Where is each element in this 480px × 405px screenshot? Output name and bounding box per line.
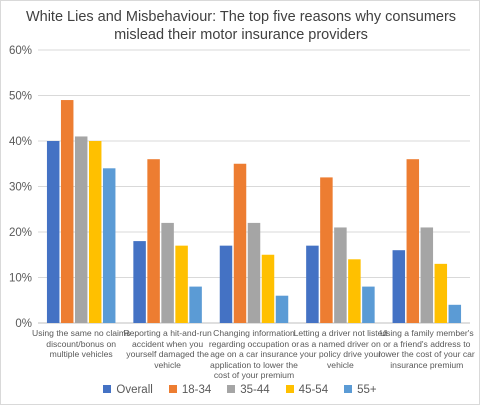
category-label-line: regarding occupation or bbox=[208, 338, 300, 349]
category-label: Changing information regarding occupation… bbox=[193, 328, 315, 381]
legend-item: 18-34 bbox=[168, 384, 212, 396]
bar-45-54 bbox=[88, 141, 102, 323]
bar-45-54 bbox=[434, 263, 448, 323]
bar-18-34 bbox=[147, 159, 160, 323]
legend-swatch bbox=[103, 385, 112, 393]
chart-title-line-2: mislead their motor insurance providers bbox=[114, 27, 368, 43]
legend-item: 55+ bbox=[344, 384, 377, 396]
category-label-line: Changing information bbox=[213, 328, 295, 338]
legend: Overall 18-34 35-44 45-54 55+ bbox=[0, 384, 480, 396]
bar-35-44 bbox=[74, 136, 88, 323]
legend-label: 35-44 bbox=[240, 384, 270, 396]
legend-swatch bbox=[168, 385, 177, 393]
legend-item: 35-44 bbox=[227, 384, 270, 396]
y-tick-label: 50% bbox=[9, 91, 32, 103]
bar-55- bbox=[275, 295, 289, 323]
category-label-line: insurance premium bbox=[390, 359, 464, 370]
bar-55- bbox=[189, 286, 202, 323]
legend-label: 45-54 bbox=[298, 384, 329, 396]
chart-title: White Lies and Misbehaviour: The top fiv… bbox=[21, 8, 461, 44]
bar-35-44 bbox=[420, 227, 434, 323]
y-tick-label: 0% bbox=[15, 318, 32, 330]
bar-45-54 bbox=[261, 254, 275, 323]
category-label: Letting a driver not listed as a named dr… bbox=[279, 328, 401, 370]
category-label-line: accident when you bbox=[132, 338, 204, 349]
category-label-line: yourself damaged the bbox=[126, 349, 209, 359]
bar-45-54 bbox=[175, 245, 188, 323]
category-label-line: discount/bonus on bbox=[46, 338, 117, 349]
legend-label: 55+ bbox=[357, 384, 377, 396]
legend-swatch bbox=[344, 385, 353, 393]
category-label-line: vehicle bbox=[154, 359, 181, 370]
y-tick-label: 40% bbox=[9, 136, 32, 148]
chart-title-line-1: White Lies and Misbehaviour: The top fiv… bbox=[25, 9, 457, 25]
legend-label: Overall bbox=[116, 384, 153, 396]
category-label: Using a family member's or a friend's add… bbox=[366, 328, 480, 370]
legend-swatch bbox=[227, 385, 236, 393]
bar-55- bbox=[448, 304, 462, 323]
bar-55- bbox=[102, 168, 116, 323]
category-label-line: your policy drive your bbox=[299, 349, 381, 359]
bar-overall bbox=[133, 241, 146, 323]
category-label-line: Reporting a hit-and-run bbox=[123, 328, 212, 338]
legend-item: 45-54 bbox=[285, 384, 329, 396]
bar-18-34 bbox=[60, 100, 74, 323]
bar-18-34 bbox=[320, 177, 333, 323]
category-label-line: as a named driver on bbox=[300, 338, 381, 349]
category-label-line: age on a car insurance bbox=[210, 349, 298, 359]
bar-overall bbox=[46, 141, 60, 323]
bar-overall bbox=[392, 250, 406, 323]
bar-18-34 bbox=[233, 163, 247, 323]
bar-45-54 bbox=[348, 259, 361, 323]
y-tick-label: 30% bbox=[9, 182, 32, 194]
bar-35-44 bbox=[334, 227, 347, 323]
category-label-line: Using the same no claims bbox=[31, 328, 131, 338]
category-label-line: cost of your premium bbox=[213, 370, 295, 380]
category-label-line: multiple vehicles bbox=[49, 349, 113, 359]
category-label-line: lower the cost of your car bbox=[378, 349, 475, 359]
category-label-line: vehicle bbox=[327, 359, 354, 370]
bar-18-34 bbox=[406, 159, 420, 323]
y-tick-label: 10% bbox=[9, 273, 32, 285]
bar-35-44 bbox=[161, 222, 174, 323]
bar-overall bbox=[306, 245, 319, 323]
category-label: Reporting a hit-and-run accident when you… bbox=[107, 328, 229, 370]
bar-35-44 bbox=[247, 222, 261, 323]
category-label-line: Using a family member's bbox=[379, 328, 474, 338]
category-label-line: Letting a driver not listed bbox=[293, 328, 388, 338]
bar-55- bbox=[362, 286, 375, 323]
category-label-line: application to lower the bbox=[210, 359, 298, 370]
category-label: Using the same no claims discount/bonus o… bbox=[20, 328, 142, 360]
bar-overall bbox=[219, 245, 233, 323]
legend-label: 18-34 bbox=[181, 384, 212, 396]
y-tick-label: 20% bbox=[9, 227, 32, 239]
legend-item: Overall bbox=[103, 384, 153, 396]
category-label-line: or a friend's address to bbox=[383, 338, 471, 349]
legend-swatch bbox=[285, 385, 294, 393]
y-tick-label: 60% bbox=[9, 45, 32, 57]
